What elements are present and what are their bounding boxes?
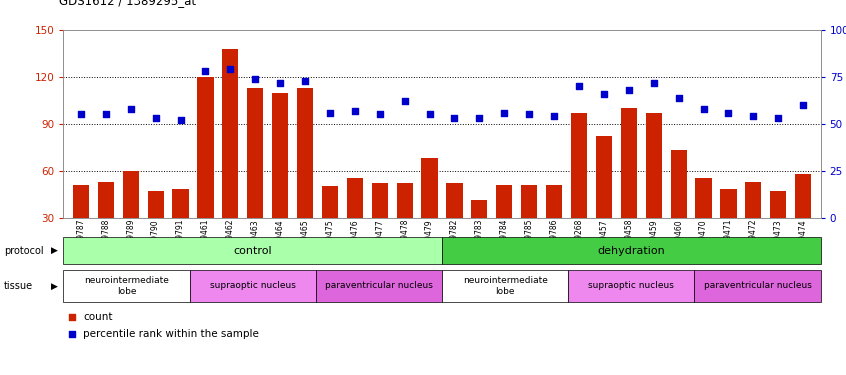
Point <box>74 111 88 117</box>
Point <box>772 115 785 121</box>
Point <box>199 68 212 74</box>
Bar <box>123 171 139 264</box>
Bar <box>247 88 263 264</box>
Point <box>249 76 262 82</box>
Bar <box>521 185 537 264</box>
Text: GDS1612 / 1389295_at: GDS1612 / 1389295_at <box>59 0 196 8</box>
Bar <box>795 174 811 264</box>
Point <box>423 111 437 117</box>
Point <box>223 66 237 72</box>
Bar <box>569 270 695 302</box>
Point <box>523 111 536 117</box>
Point <box>547 113 561 119</box>
Point <box>348 108 361 114</box>
Point <box>319 254 332 260</box>
Text: tissue: tissue <box>4 281 33 291</box>
Bar <box>397 183 413 264</box>
Point <box>572 83 585 89</box>
Bar <box>147 191 163 264</box>
Point <box>722 110 735 116</box>
Text: neurointermediate
lobe: neurointermediate lobe <box>84 276 169 296</box>
Point <box>497 110 511 116</box>
Bar <box>596 136 612 264</box>
Bar <box>671 150 687 264</box>
Bar <box>173 189 189 264</box>
Text: paraventricular nucleus: paraventricular nucleus <box>704 281 811 290</box>
Bar <box>321 186 338 264</box>
Bar <box>272 93 288 264</box>
Point <box>697 106 711 112</box>
Point <box>622 87 635 93</box>
Text: dehydration: dehydration <box>597 246 665 256</box>
Text: ▶: ▶ <box>51 281 58 290</box>
Point <box>319 100 332 106</box>
Point <box>448 115 461 121</box>
Point <box>597 91 611 97</box>
Bar <box>421 158 437 264</box>
Text: protocol: protocol <box>4 246 44 256</box>
Bar <box>347 178 363 264</box>
Bar <box>695 270 821 302</box>
Text: count: count <box>83 312 113 322</box>
Bar <box>63 237 442 264</box>
Text: percentile rank within the sample: percentile rank within the sample <box>83 329 259 339</box>
Point <box>473 115 486 121</box>
Text: supraoptic nucleus: supraoptic nucleus <box>588 281 674 290</box>
Point <box>149 115 162 121</box>
Point <box>373 111 387 117</box>
Point <box>323 110 337 116</box>
Bar <box>73 185 89 264</box>
Bar <box>442 237 821 264</box>
Bar <box>745 182 761 264</box>
Bar <box>222 49 239 264</box>
Point <box>747 113 761 119</box>
Bar <box>621 108 637 264</box>
Bar <box>571 113 587 264</box>
Text: supraoptic nucleus: supraoptic nucleus <box>210 281 296 290</box>
Point <box>124 106 137 112</box>
Bar <box>371 183 387 264</box>
Bar <box>546 185 563 264</box>
Point <box>99 111 113 117</box>
Bar <box>497 185 513 264</box>
Bar <box>197 77 213 264</box>
Point <box>398 98 411 104</box>
Bar <box>447 183 463 264</box>
Bar <box>63 270 190 302</box>
Point <box>173 117 187 123</box>
Bar <box>442 270 569 302</box>
Bar <box>645 113 662 264</box>
Bar <box>695 178 711 264</box>
Text: control: control <box>233 246 272 256</box>
Bar <box>297 88 313 264</box>
Bar <box>721 189 737 264</box>
Text: paraventricular nucleus: paraventricular nucleus <box>325 281 433 290</box>
Bar <box>316 270 442 302</box>
Point <box>647 80 661 86</box>
Bar <box>770 191 787 264</box>
Point <box>672 94 685 100</box>
Text: neurointermediate
lobe: neurointermediate lobe <box>463 276 547 296</box>
Point <box>299 78 312 84</box>
Bar <box>471 200 487 264</box>
Bar <box>190 270 316 302</box>
Bar <box>97 182 114 264</box>
Point <box>796 102 810 108</box>
Text: ▶: ▶ <box>51 246 58 255</box>
Point <box>273 80 287 86</box>
